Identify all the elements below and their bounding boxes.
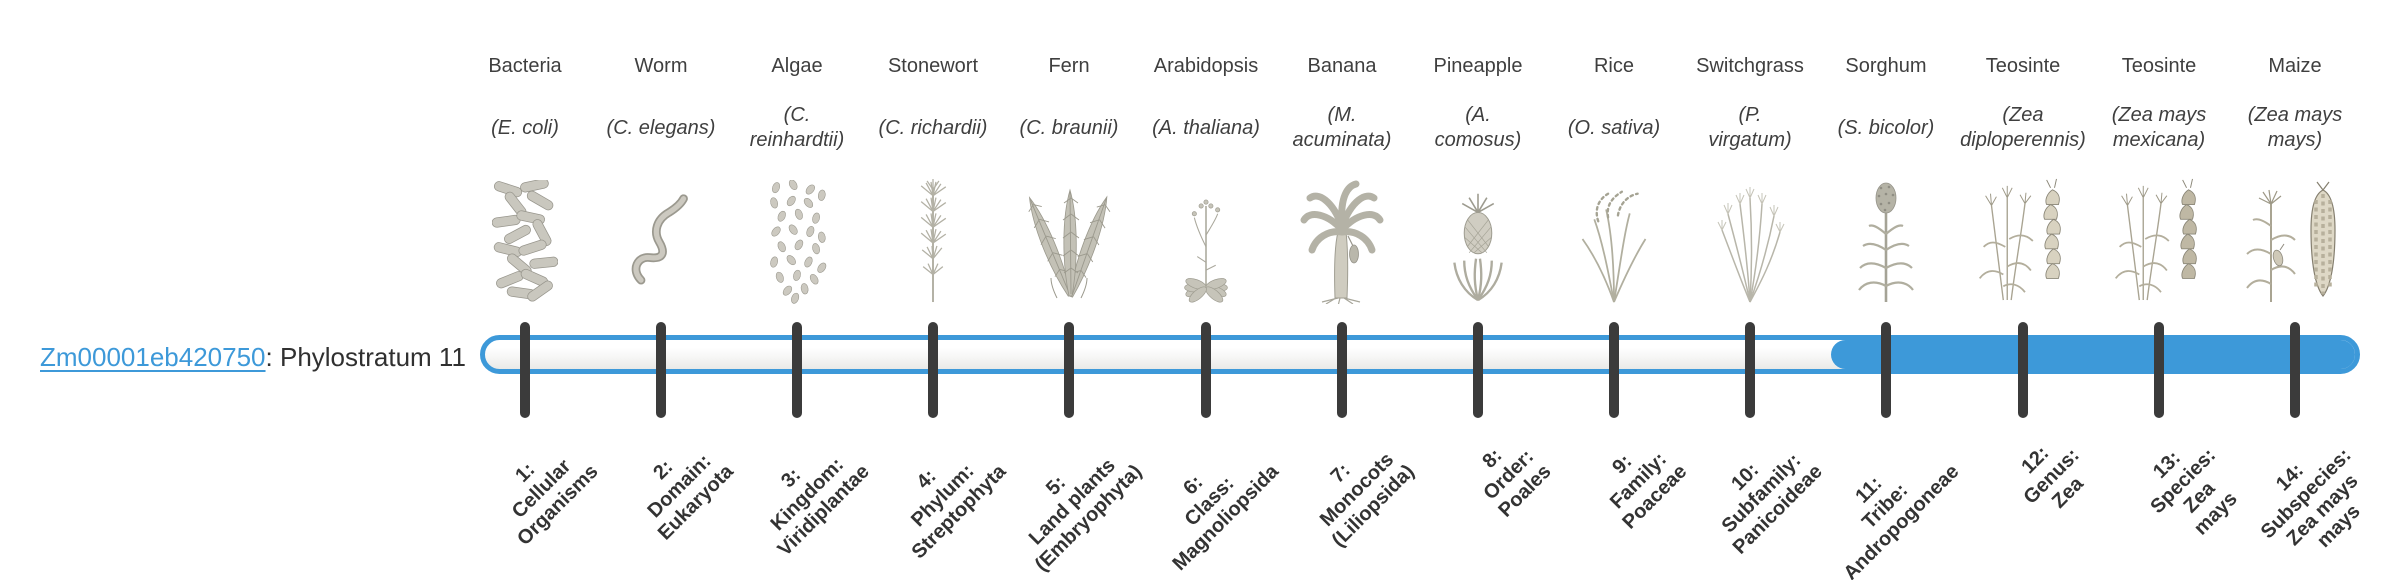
column-fern: Fern (C. braunii) 5: Land plants (Embryo… <box>994 0 1147 580</box>
organism-scientific-name: (P. virgatum) <box>1708 104 1792 151</box>
rice-icon <box>1574 176 1654 304</box>
organism-common-name: Stonewort <box>887 55 979 77</box>
phylostratum-fill <box>1831 340 2355 369</box>
gene-label: Zm00001eb420750: Phylostratum 11 <box>40 342 466 373</box>
organism-common-name: Pineapple <box>1433 55 1523 77</box>
organism-common-name: Teosinte <box>2121 55 2197 77</box>
stratum-label: 10: Subfamily: Panicoideae <box>1717 449 1828 559</box>
organism-common-name: Switchgrass <box>1696 55 1804 77</box>
column-sorghum: Sorghum (S. bicolor) 11: Tribe: Andropog… <box>1811 0 1963 580</box>
organism-common-name: Sorghum <box>1845 55 1927 77</box>
organism-common-name: Banana <box>1307 55 1377 77</box>
organism-common-name: Maize <box>2268 55 2322 77</box>
stratum-tick <box>1473 322 1483 418</box>
organism-image <box>2200 170 2390 304</box>
stratum-tick <box>792 322 802 418</box>
stratum-tick <box>2290 322 2300 418</box>
column-worm: Worm (C. elegans) 2: Domain: Eukaryota <box>586 0 739 580</box>
maize-icon <box>2231 174 2359 304</box>
organism-scientific-name: (O. sativa) <box>1567 116 1661 139</box>
organism-common-name: Arabidopsis <box>1153 55 1259 77</box>
organism-scientific-name: (M. acuminata) <box>1292 104 1392 151</box>
organism-scientific-name: (S. bicolor) <box>1837 116 1935 139</box>
column-stonewort: Stonewort (C. richardii) 4: Phylum: Stre… <box>858 0 1011 580</box>
organism-scientific-name: (C. braunii) <box>1019 116 1119 139</box>
column-banana: Banana (M. acuminata) 7: Monocots (Lilio… <box>1267 0 1420 580</box>
stratum-label: 14: Subspecies: Zea mays mays <box>2256 444 2365 553</box>
organism-scientific-name: (C. richardii) <box>878 116 988 139</box>
column-switchgrass: Switchgrass (P. virgatum) 10: Subfamily:… <box>1675 0 1828 580</box>
stratum-label: 1: Cellular Organisms <box>507 455 603 550</box>
organism-scientific-name: (Zea mays mexicana) <box>2111 104 2207 151</box>
gene-phylostratum-text: : Phylostratum 11 <box>265 342 466 372</box>
stratum-tick <box>1337 322 1347 418</box>
stratum-tick <box>1881 322 1891 418</box>
stratum-tick <box>1745 322 1755 418</box>
stratum-label: 6: Class: Magnoliopsida <box>1168 460 1284 576</box>
stratum-label: 4: Phylum: Streptophyta <box>906 459 1011 564</box>
organism-scientific-name: (Zea diploperennis) <box>1960 104 2086 151</box>
organism-scientific-name: (A. thaliana) <box>1152 116 1260 139</box>
gene-link[interactable]: Zm00001eb420750 <box>40 342 266 372</box>
sorghum-icon <box>1850 174 1922 304</box>
stratum-tick <box>1064 322 1074 418</box>
organism-scientific-name: (C. reinhardtii) <box>749 104 845 151</box>
organism-common-name: Fern <box>1048 55 1090 77</box>
column-teosinte-diploperennis: Teosinte (Zea diploperennis) 12: Genus: … <box>1948 0 2098 580</box>
banana-icon <box>1296 174 1388 304</box>
column-teosinte-mexicana: Teosinte (Zea mays mexicana) 13: Species… <box>2084 0 2242 580</box>
bacteria-icon <box>492 180 558 304</box>
fern-icon <box>1025 174 1113 304</box>
organism-common-name: Algae <box>771 55 823 77</box>
stratum-tick <box>520 322 530 418</box>
organism-common-name: Worm <box>634 55 688 77</box>
organism-scientific-name: (E. coli) <box>491 116 559 139</box>
worm-icon <box>628 190 694 294</box>
column-bacteria: Bacteria (E. coli) 1: Cellular Organisms <box>450 0 603 580</box>
column-rice: Rice (O. sativa) 9: Family: Poaceae <box>1539 0 1691 580</box>
algae-icon <box>766 180 828 304</box>
column-maize: Maize (Zea mays mays) 14: Subspecies: Ze… <box>2220 0 2370 580</box>
organism-common-name: Teosinte <box>1985 55 2061 77</box>
stratum-label: 11: Tribe: Andropogoneae <box>1839 460 1964 580</box>
column-algae: Algae (C. reinhardtii) 3: Kingdom: Virid… <box>722 0 875 580</box>
stratum-label: 5: Land plants (Embryophyta) <box>1024 454 1147 576</box>
stratum-tick <box>928 322 938 418</box>
stratum-tick <box>2018 322 2028 418</box>
organism-scientific-name: (C. elegans) <box>606 116 716 139</box>
stonewort-icon <box>906 176 960 304</box>
arabidopsis-icon <box>1171 176 1241 304</box>
organism-common-name: Bacteria <box>488 55 562 77</box>
stratum-label: 3: Kingdom: Viridiplantae <box>766 453 875 561</box>
stratum-tick <box>1609 322 1619 418</box>
stratum-label: 7: Monocots (Liliopsida) <box>1316 448 1420 552</box>
organism-scientific-name: (Zea mays mays) <box>2247 104 2343 151</box>
organism-common-name: Rice <box>1593 55 1634 77</box>
organism-scientific-name: (A. comosus) <box>1434 104 1522 151</box>
stratum-tick <box>2154 322 2164 418</box>
column-pineapple: Pineapple (A. comosus) 8: Order: Poales <box>1403 0 1556 580</box>
stratum-tick <box>1201 322 1211 418</box>
column-arabidopsis: Arabidopsis (A. thaliana) 6: Class: Magn… <box>1131 0 1284 580</box>
stratum-tick <box>656 322 666 418</box>
pineapple-icon <box>1448 176 1508 304</box>
switchgrass-icon <box>1707 174 1793 304</box>
